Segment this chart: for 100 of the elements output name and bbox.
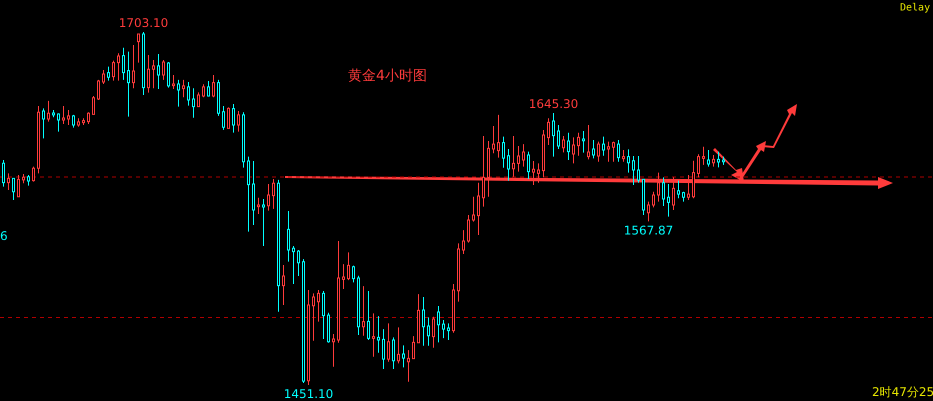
candlestick <box>722 156 725 166</box>
candlestick <box>502 136 505 168</box>
candlestick <box>397 326 400 364</box>
candlestick <box>22 174 25 184</box>
candlestick <box>642 178 645 216</box>
candlestick <box>577 132 580 156</box>
candlestick <box>322 290 325 340</box>
candlestick <box>132 44 135 89</box>
candlestick <box>412 336 415 360</box>
candlestick <box>182 79 185 98</box>
candlestick <box>337 240 340 344</box>
candlestick <box>612 141 615 162</box>
candlestick <box>277 179 280 312</box>
candlestick <box>222 105 225 130</box>
candlestick <box>487 140 490 198</box>
candlestick <box>567 132 570 161</box>
candlestick <box>12 178 15 200</box>
candlestick <box>477 182 480 236</box>
candlestick <box>252 160 255 226</box>
candlestick <box>17 174 20 198</box>
candlestick <box>102 69 105 84</box>
candlestick <box>117 52 120 82</box>
candlestick <box>607 141 610 162</box>
annotation: 1703.10 <box>118 16 168 30</box>
text: Delay <box>900 2 930 14</box>
candlestick <box>702 146 705 166</box>
candlestick <box>537 162 540 184</box>
candlestick <box>692 160 695 199</box>
candlestick <box>177 79 180 108</box>
candlestick <box>447 322 450 341</box>
candlestick <box>192 88 195 118</box>
candlestick <box>7 172 10 191</box>
candlestick <box>62 105 65 125</box>
candlestick <box>452 284 455 334</box>
candlestick <box>312 292 315 342</box>
candlestick <box>372 312 375 358</box>
candlestick <box>42 108 45 139</box>
candlestick <box>632 155 635 186</box>
candlestick <box>507 148 510 182</box>
candlestick <box>187 82 190 106</box>
candlestick <box>622 149 625 162</box>
candlestick <box>242 112 245 168</box>
candlestick <box>382 328 385 370</box>
candlestick <box>287 210 290 262</box>
candlestick <box>162 60 165 80</box>
candlestick <box>587 124 590 160</box>
candlestick <box>647 201 650 222</box>
candlestick <box>682 191 685 202</box>
candlestick <box>387 322 390 362</box>
candlestick <box>377 316 380 354</box>
candlestick <box>142 32 145 96</box>
candlestick <box>327 312 330 344</box>
candlestick <box>582 130 585 154</box>
candlestick <box>32 166 35 182</box>
candlestick <box>342 264 345 290</box>
candlestick <box>172 74 175 90</box>
candlestick <box>37 105 40 174</box>
candlestick <box>92 96 95 116</box>
candlestick <box>127 51 130 118</box>
candlestick <box>47 100 50 122</box>
candlestick <box>522 144 525 168</box>
candlestick <box>687 174 690 200</box>
candlestick <box>467 214 470 244</box>
candlestick <box>677 180 680 199</box>
candlestick <box>517 146 520 172</box>
candlestick <box>27 174 30 186</box>
candlestick <box>302 258 305 384</box>
candlestick <box>717 151 720 168</box>
candlestick <box>97 79 100 100</box>
candlestick <box>282 264 285 306</box>
candlestick <box>592 140 595 159</box>
candlestick <box>292 246 295 285</box>
candlestick <box>72 114 75 128</box>
text: 黄金4小时图 <box>348 68 427 84</box>
candlestick <box>457 242 460 302</box>
candlestick <box>297 249 300 277</box>
candlestick <box>657 172 660 202</box>
candlestick <box>112 60 115 82</box>
candlestick <box>227 106 230 130</box>
candlestick <box>597 141 600 162</box>
candlestick <box>147 54 150 94</box>
candlestick <box>712 154 715 168</box>
candlestick <box>122 47 125 80</box>
candlestick <box>432 316 435 348</box>
candlestick <box>217 79 220 116</box>
candlestick <box>392 336 395 370</box>
candlestick <box>572 136 575 164</box>
candlestick <box>492 125 495 154</box>
annotation: 1645.30 <box>528 96 578 111</box>
candlestick <box>417 294 420 344</box>
candlestick <box>107 66 110 82</box>
candlestick <box>207 80 210 98</box>
candlestick <box>637 155 640 184</box>
candlestick <box>77 118 80 128</box>
annotation: 6 <box>0 229 8 243</box>
candlestick <box>667 183 670 218</box>
candlestick <box>407 350 410 382</box>
candlestick <box>497 114 500 158</box>
candlestick <box>82 118 85 126</box>
candlestick <box>557 124 560 150</box>
